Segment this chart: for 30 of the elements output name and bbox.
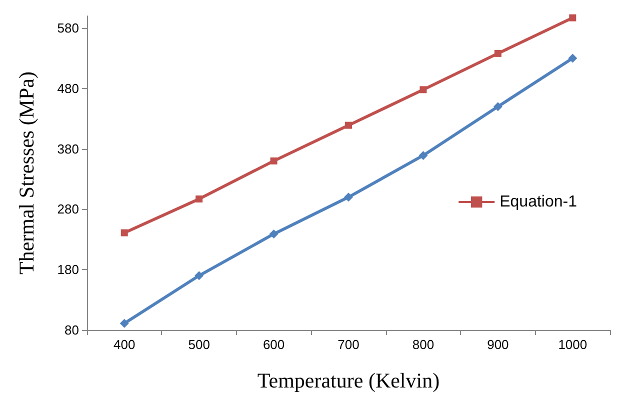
point: [194, 271, 204, 280]
x-tick-label: 1000: [558, 337, 588, 352]
point: [418, 150, 428, 160]
point: [270, 157, 278, 164]
y-tick-label: 80: [64, 322, 79, 338]
y-tick-label: 280: [57, 202, 79, 217]
point: [494, 50, 502, 57]
point: [569, 14, 576, 22]
point: [420, 86, 427, 94]
y-tick-label: 580: [57, 20, 79, 36]
legend-label: Equation-1: [500, 194, 578, 210]
point: [493, 102, 502, 112]
y-axis-title: Thermal Stresses (MPa): [14, 72, 38, 274]
y-tick-label: 380: [57, 141, 79, 156]
point: [345, 122, 352, 129]
x-tick-label: 600: [262, 337, 285, 352]
point: [568, 54, 578, 63]
point: [120, 318, 129, 328]
point: [120, 229, 128, 236]
x-tick-label: 800: [412, 337, 434, 352]
y-tick-label: 180: [57, 262, 79, 278]
x-tick-label: 900: [487, 337, 509, 352]
x-tick-label: 500: [188, 337, 210, 352]
point: [269, 229, 278, 238]
point: [344, 192, 353, 202]
point: [196, 195, 203, 202]
y-tick-label: 480: [57, 80, 79, 96]
x-axis-title: Temperature (Kelvin): [257, 368, 440, 392]
x-tick-label: 400: [114, 337, 136, 352]
x-tick-label: 700: [338, 337, 360, 352]
